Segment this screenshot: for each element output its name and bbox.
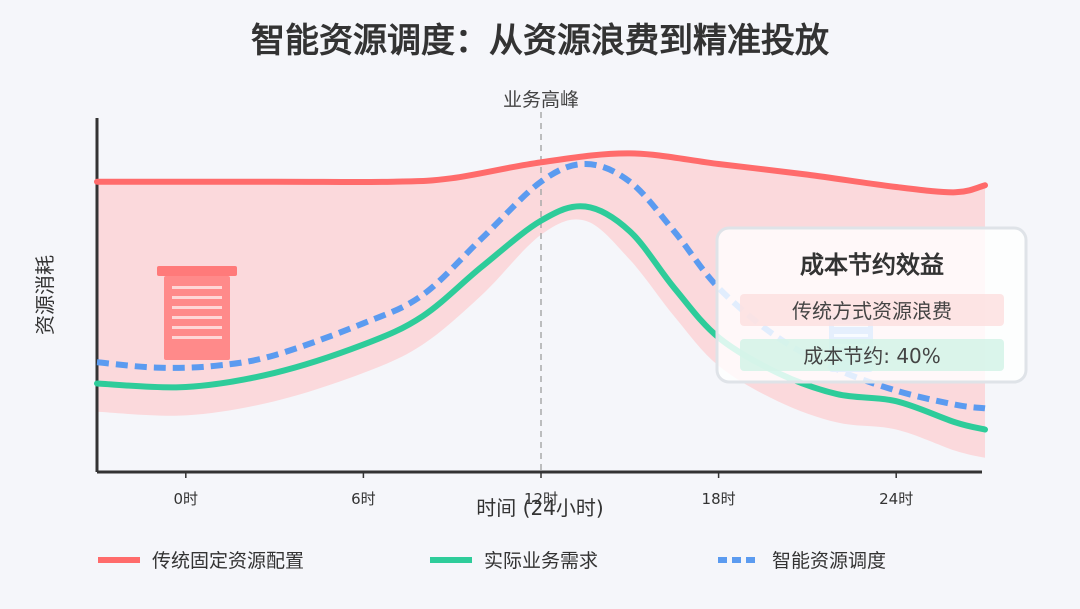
legend-label-actual: 实际业务需求 (484, 550, 598, 572)
info-card-row-1: 成本节约: 40% (803, 344, 941, 368)
y-axis-label: 资源消耗 (33, 255, 57, 335)
info-card-row-bg-1 (740, 339, 1004, 371)
legend-item-traditional: 传统固定资源配置 (98, 550, 304, 572)
series-smart-line (96, 160, 986, 412)
x-tick-label: 6时 (351, 490, 376, 508)
info-card-title: 成本节约效益 (800, 251, 944, 279)
legend: 传统固定资源配置 实际业务需求 智能资源调度 (98, 550, 886, 572)
info-card-row-0: 传统方式资源浪费 (792, 299, 952, 323)
series-traditional-line (94, 150, 988, 196)
chart-title: 智能资源调度：从资源浪费到精准投放 (251, 21, 829, 61)
x-tick-label: 18时 (702, 490, 736, 508)
x-axis-label: 时间 (24小时) (476, 496, 603, 520)
info-card-row-bg-0 (740, 294, 1004, 326)
info-card: 成本节约效益 传统方式资源浪费 成本节约: 40% (715, 226, 1028, 384)
legend-item-smart: 智能资源调度 (718, 550, 886, 572)
series-actual-line (94, 203, 988, 433)
x-tick-label: 12时 (524, 490, 558, 508)
server-rack-icon (157, 266, 237, 360)
peak-label: 业务高峰 (503, 89, 579, 111)
x-tick-label: 0时 (174, 490, 199, 508)
legend-label-smart: 智能资源调度 (772, 550, 886, 572)
x-tick-label: 24时 (879, 490, 913, 508)
legend-item-actual: 实际业务需求 (430, 550, 598, 572)
series-group (94, 150, 988, 433)
legend-label-traditional: 传统固定资源配置 (152, 550, 304, 572)
x-ticks: 0时 6时 12时 18时 24时 (174, 472, 913, 508)
